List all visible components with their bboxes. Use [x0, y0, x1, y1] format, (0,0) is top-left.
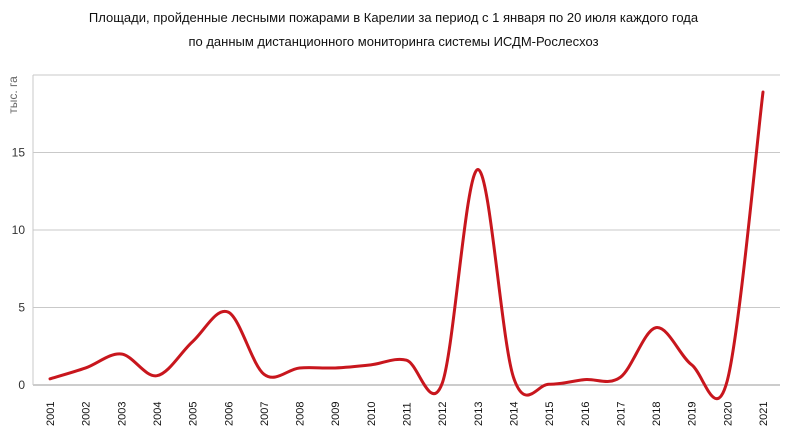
x-tick-label: 2021 — [758, 402, 770, 426]
x-tick-label: 2002 — [81, 402, 93, 426]
x-tick-label: 2010 — [366, 402, 378, 426]
y-tick-label: 5 — [18, 301, 25, 315]
x-tick-label: 2003 — [116, 402, 128, 426]
chart-subtitle: по данным дистанционного мониторинга сис… — [188, 34, 599, 49]
x-tick-label: 2020 — [722, 402, 734, 426]
y-tick-labels: 0 5 10 15 — [12, 146, 26, 393]
x-tick-label: 2007 — [259, 402, 271, 426]
x-tick-label: 2009 — [330, 402, 342, 426]
x-tick-label: 2014 — [508, 402, 520, 426]
x-tick-labels: 2001 2002 2003 2004 2005 2006 2007 2008 2009 2010… — [45, 402, 770, 426]
x-tick-label: 2019 — [687, 402, 699, 426]
x-tick-label: 2017 — [615, 402, 627, 426]
x-tick-label: 2004 — [152, 402, 164, 426]
y-tick-label: 0 — [18, 378, 25, 392]
gridlines — [32, 74, 780, 386]
x-tick-label: 2005 — [188, 402, 200, 426]
series-line — [48, 90, 765, 401]
x-tick-label: 2008 — [295, 402, 307, 426]
x-tick-label: 2012 — [437, 402, 449, 426]
x-tick-label: 2013 — [473, 402, 485, 426]
series-group — [48, 90, 765, 401]
x-tick-label: 2018 — [651, 402, 663, 426]
x-tick-label: 2016 — [580, 402, 592, 426]
y-axis-label: тыс. га — [6, 76, 20, 114]
x-tick-label: 2015 — [544, 402, 556, 426]
x-tick-label: 2011 — [402, 402, 414, 426]
y-tick-label: 10 — [12, 223, 26, 237]
y-tick-label: 15 — [12, 146, 26, 160]
chart-title: Площади, пройденные лесными пожарами в К… — [88, 10, 699, 25]
x-tick-label: 2001 — [45, 402, 57, 426]
x-tick-label: 2006 — [223, 402, 235, 426]
